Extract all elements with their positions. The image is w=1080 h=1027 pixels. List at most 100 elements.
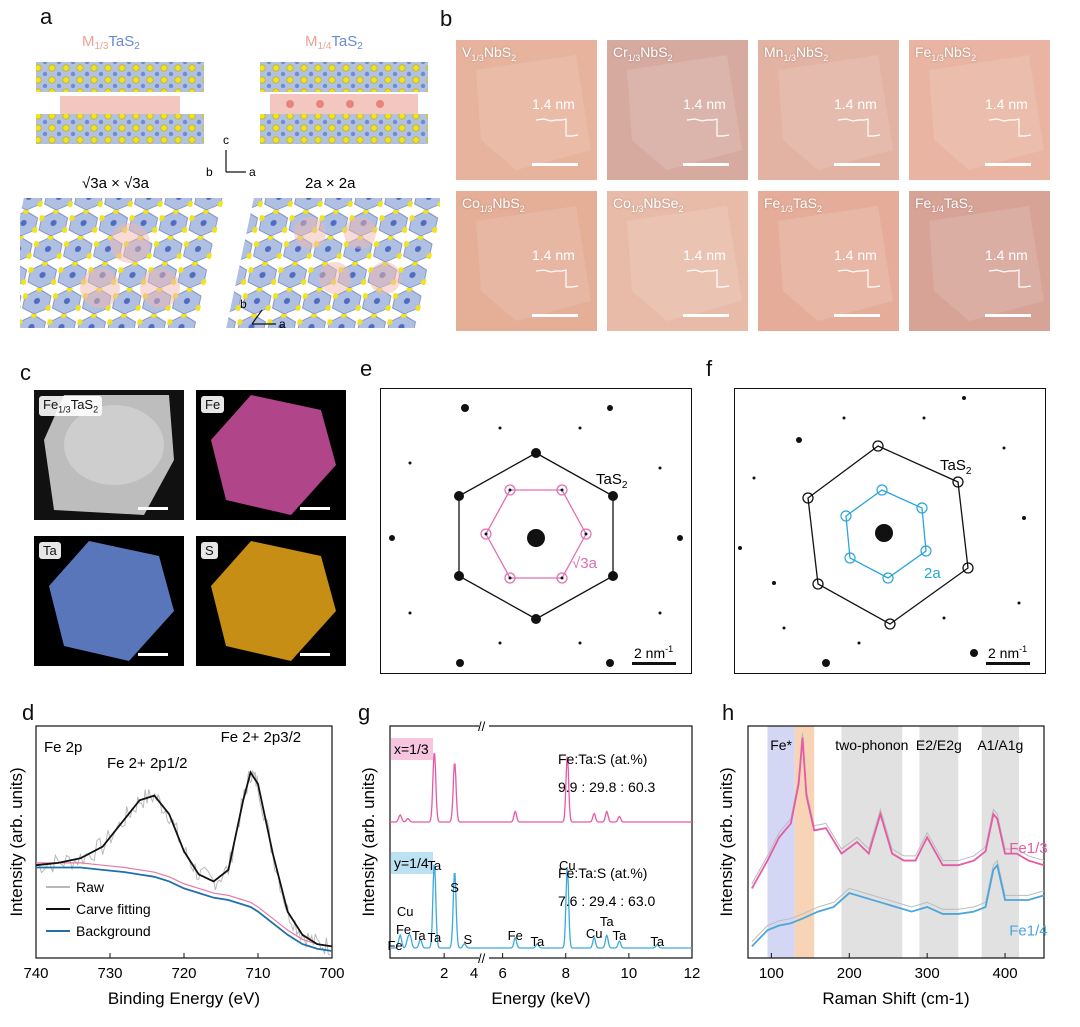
panel-label-a: a — [40, 4, 53, 29]
peak-annotation: Fe 2+ 2p3/2 — [221, 729, 301, 746]
eds-label-ta: Ta — [39, 542, 61, 559]
raman-chart: Fe* two-phonon E2/E2g A1/A1g Fe1/3 Fe1/4 100 20… — [717, 725, 1048, 1008]
scale-bar — [683, 314, 729, 317]
axes-bottom — [251, 309, 276, 325]
optical-tile: Mn1/3NbS2 1.4 nm — [758, 40, 899, 180]
legend-label: Raw — [76, 879, 105, 895]
height-profile-line — [837, 269, 881, 288]
ratio-values: 7.6 : 29.4 : 63.0 — [558, 893, 656, 909]
height-profile — [476, 55, 591, 170]
scalebar-label-e: 2 nm-1 — [634, 644, 673, 661]
optical-tile: Fe1/3NbS2 1.4 nm — [909, 40, 1050, 180]
y-axis-label: Intensity (arb. units) — [7, 767, 26, 916]
band-label: two-phonon — [835, 737, 908, 753]
x-axis-label: Energy (keV) — [491, 989, 590, 1008]
axis-break-mark: // — [478, 951, 486, 966]
x-tick-label: 740 — [23, 965, 48, 982]
eds-map-ta: Ta — [34, 536, 184, 666]
peak-label: Fe — [396, 922, 411, 937]
x-tick-label: 8 — [562, 965, 570, 982]
lattice-label-f: TaS2 — [940, 457, 972, 477]
flake — [627, 55, 742, 170]
peak-label: Ta — [530, 934, 545, 949]
superlattice-label-f: 2a — [924, 565, 941, 582]
height-profile — [929, 206, 1044, 321]
height-profile-line — [988, 269, 1032, 288]
height-profile-line — [686, 269, 730, 288]
scale-bar — [985, 314, 1031, 317]
superlattice-label-e: √3a — [572, 555, 598, 572]
scale-bar — [300, 507, 330, 510]
x-axis-label: Binding Energy (eV) — [108, 989, 260, 1008]
height-profile-line — [988, 118, 1032, 137]
height-profile — [476, 206, 591, 321]
band-label: Fe* — [770, 737, 792, 753]
y-axis-label: Intensity (arb. units) — [359, 767, 378, 916]
peak-label: Ta — [412, 928, 427, 943]
optical-tile: Cr1/3NbS2 1.4 nm — [607, 40, 748, 180]
peak-label: Ta — [427, 930, 442, 945]
tile-compound-label: Mn1/3NbS2 — [764, 44, 829, 63]
tile-compound-label: V1/3NbS2 — [462, 44, 517, 63]
legend-label: Carve fitting — [76, 901, 151, 917]
plot-frame — [389, 725, 693, 959]
series-label: x=1/3 — [394, 741, 429, 757]
raw-line — [751, 859, 1045, 943]
band — [919, 726, 959, 958]
lattice-label-e: TaS2 — [596, 471, 628, 491]
scalebar-label-f: 2 nm-1 — [988, 644, 1027, 661]
scale-bar — [834, 163, 880, 166]
axis-c-label: c — [223, 133, 229, 147]
panel-label-b: b — [440, 6, 453, 31]
scale-bar — [532, 314, 578, 317]
x-tick-label: 2 — [440, 965, 448, 982]
x-tick-label: 300 — [915, 965, 940, 982]
peak-label: Ta — [600, 914, 615, 929]
supercell-1-label: √3a × √3a — [82, 175, 150, 192]
height-profile-line — [535, 269, 579, 288]
x-tick-label: 720 — [171, 965, 196, 982]
legend-label: Background — [76, 923, 151, 939]
series-label: y=1/4 — [394, 855, 429, 871]
x-tick-label: 400 — [993, 965, 1018, 982]
x-tick-label: 710 — [245, 965, 270, 982]
scale-bar — [138, 507, 168, 510]
tile-thickness-label: 1.4 nm — [683, 96, 726, 112]
side-view-1 — [36, 62, 204, 144]
axis-b-label-bottom: b — [240, 297, 247, 311]
tile-thickness-label: 1.4 nm — [532, 96, 575, 112]
panel-label-d: d — [22, 700, 35, 725]
eds-map-fe: Fe — [196, 390, 346, 520]
optical-tile: Co1/3NbS2 1.4 nm — [456, 191, 597, 331]
struct1-title: M1/3TaS2 — [82, 33, 140, 52]
xps-chart: 740 730 720 710 700 Binding Energy (eV) Intens… — [7, 725, 345, 1008]
axis-b-label-top: b — [206, 165, 213, 179]
peak-label: Ta — [427, 858, 442, 873]
tile-thickness-label: 1.4 nm — [985, 96, 1028, 112]
fit-line — [35, 770, 333, 948]
scale-bar — [985, 163, 1031, 166]
component-line — [36, 862, 333, 947]
peak-label: S — [450, 880, 459, 895]
eds-label-compound: Fe1/3TaS2 — [39, 396, 103, 416]
y-axis-label: Intensity (arb. units) — [717, 767, 736, 916]
peak-label: Ta — [613, 928, 628, 943]
chart-title: Fe 2p — [44, 739, 82, 756]
crystal-structures: M1/3TaS2 M1/4TaS2 c b a √3a × √3a 2a × 2… — [20, 33, 440, 331]
tile-thickness-label: 1.4 nm — [532, 247, 575, 263]
panel-label-e: e — [360, 356, 373, 381]
plot-frame — [747, 725, 1045, 959]
series-line — [751, 737, 1045, 889]
series-label: Fe1/4 — [1009, 922, 1047, 939]
axis-break — [479, 720, 489, 732]
x-tick-label: 730 — [97, 965, 122, 982]
peak-annotation: Fe 2+ 2p1/2 — [107, 755, 187, 772]
tile-compound-label: Cr1/3NbS2 — [613, 44, 673, 63]
height-profile-line — [837, 118, 881, 137]
top-view-1 — [20, 198, 224, 328]
height-profile-line — [686, 118, 730, 137]
tile-compound-label: Fe1/3TaS2 — [764, 195, 822, 214]
scale-bar — [683, 163, 729, 166]
peak-label: Fe — [387, 938, 402, 953]
spectrum-x13 — [390, 753, 692, 823]
